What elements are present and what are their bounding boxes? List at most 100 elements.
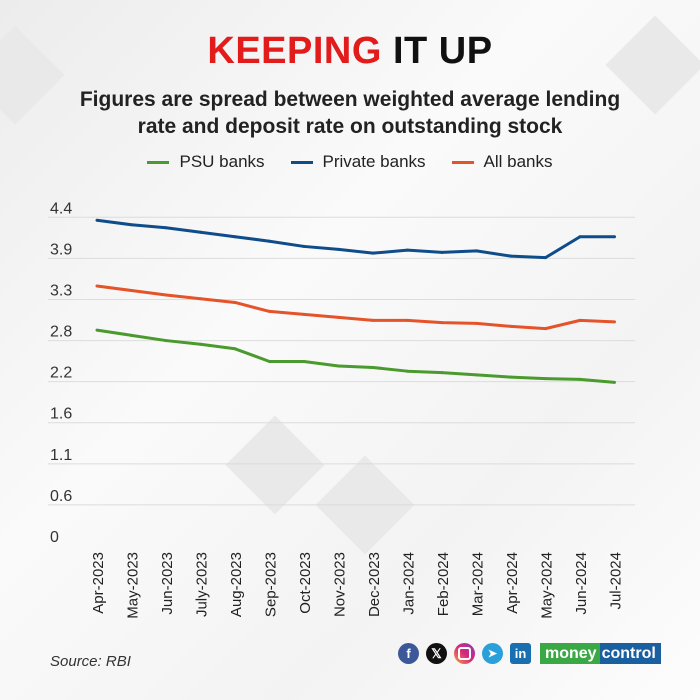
data-point [268,239,271,243]
data-point [130,223,133,227]
x-tick-label: Sep-2023 [263,552,280,617]
instagram-icon[interactable] [454,643,475,664]
y-tick-label: 0 [50,529,59,546]
data-point [337,364,340,368]
data-point [440,321,444,325]
data-point [164,226,168,230]
y-tick-label: 3.3 [50,282,72,299]
legend-label: Private banks [322,152,426,171]
x-tick-label: Aug-2023 [228,552,245,617]
data-point [164,293,168,297]
data-point [578,318,582,322]
legend-item: PSU banks [147,152,265,172]
data-point [406,369,409,373]
telegram-icon[interactable]: ➤ [482,643,503,664]
series-line-psu-banks [96,328,615,384]
logo-left: money [540,643,600,664]
data-point [337,247,340,251]
data-point [544,256,547,260]
series-line-private-banks [96,218,615,260]
x-icon[interactable]: 𝕏 [426,643,447,664]
data-point [509,324,513,328]
legend-swatch [290,160,313,164]
data-point [475,249,478,253]
x-tick-label: Jan-2024 [401,552,418,615]
data-point [130,289,133,293]
data-point [544,327,547,331]
data-point [268,309,271,313]
x-tick-label: Mar-2024 [470,552,487,616]
data-point [199,297,202,301]
data-point [440,250,444,254]
y-tick-label: 0.6 [50,488,72,505]
data-point [130,333,133,337]
x-tick-label: Apr-2023 [90,552,107,614]
x-tick-label: Jul-2024 [608,552,625,610]
page-title: KEEPING IT UP [0,30,700,73]
x-tick-label: May-2023 [125,552,142,619]
data-point [406,318,409,322]
data-point [544,377,547,381]
data-point [233,347,237,351]
legend-item: Private banks [290,152,426,172]
legend-label: All banks [483,152,553,171]
data-point [475,321,478,325]
data-point [371,318,375,322]
y-tick-label: 2.8 [50,324,72,341]
legend-swatch [451,160,474,164]
x-tick-label: Nov-2023 [332,552,349,617]
data-point [475,373,478,377]
legend-swatch [147,160,170,164]
social-bar: f 𝕏 ➤ in money control [398,643,661,664]
data-point [302,244,306,248]
logo-right: control [599,643,661,664]
data-point [371,365,375,369]
x-tick-label: July-2023 [194,552,211,617]
title-rest: IT UP [381,30,493,72]
data-point [268,359,271,363]
y-tick-label: 3.9 [50,241,72,258]
y-tick-label: 1.1 [50,447,72,464]
x-tick-label: Oct-2023 [297,552,314,614]
data-point [164,339,168,343]
title-highlight: KEEPING [207,30,382,72]
x-tick-label: Feb-2024 [435,552,452,616]
x-tick-label: Jun-2024 [573,552,590,615]
x-tick-label: Apr-2024 [504,552,521,614]
source-note: Source: RBI [50,653,131,670]
data-point [613,320,616,324]
data-point [613,235,616,239]
x-tick-label: Dec-2023 [366,552,383,617]
series-line-all-banks [96,284,615,331]
data-point [233,300,237,304]
data-point [578,377,582,381]
data-point [371,251,375,255]
data-point [199,230,202,234]
moneycontrol-logo: money control [540,643,661,664]
data-point [337,315,340,319]
data-point [233,235,237,239]
data-point [302,312,306,316]
subtitle: Figures are spread between weighted aver… [79,88,621,138]
facebook-icon[interactable]: f [398,643,419,664]
x-tick-label: Jun-2023 [159,552,176,615]
x-tick-label: May-2024 [539,552,556,619]
data-point [95,328,99,332]
y-tick-label: 2.2 [50,365,72,382]
linkedin-icon[interactable]: in [510,643,531,664]
data-point [406,248,409,252]
y-tick-label: 4.4 [50,200,72,217]
data-point [95,218,99,222]
y-tick-label: 1.6 [50,406,72,423]
data-point [95,284,99,288]
data-point [613,380,616,384]
data-point [440,371,444,375]
data-point [578,235,582,239]
data-point [302,359,306,363]
data-point [199,342,202,346]
legend: PSU banks Private banks All banks [0,152,700,172]
legend-item: All banks [451,152,553,172]
legend-label: PSU banks [179,152,265,171]
